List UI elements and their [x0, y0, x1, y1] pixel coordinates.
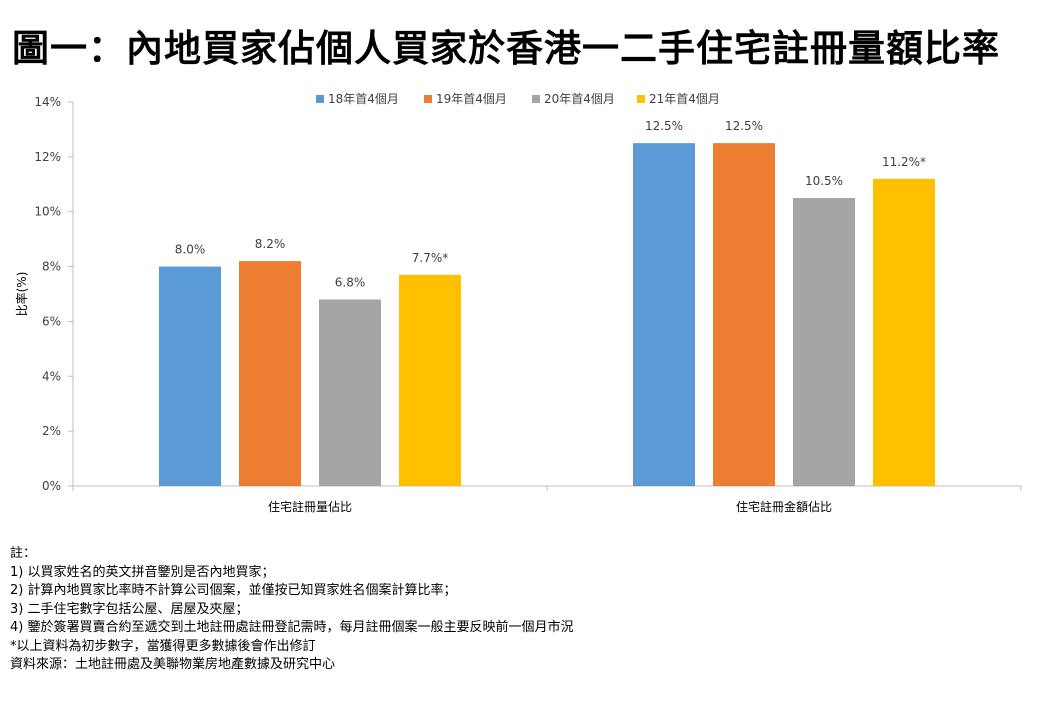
y-tick-label: 10% — [34, 205, 61, 219]
data-label: 11.2%* — [882, 155, 926, 169]
bar — [633, 143, 695, 486]
note-preliminary: *以上資料為初步數字，當獲得更多數據後會作出修訂 — [10, 638, 316, 654]
y-tick-label: 0% — [42, 479, 61, 493]
data-label: 12.5% — [645, 119, 683, 133]
y-tick-label: 6% — [42, 314, 61, 328]
y-tick-label: 8% — [42, 260, 61, 274]
bar — [873, 178, 935, 487]
bar-chart: 18年首4個月 19年首4個月 20年首4個月 21年首4個月 比率(%) 0% 2% 4… — [14, 92, 1022, 514]
bar-series: 8.0% 8.2% 6.8% 7.7%* 12.5% 12.5% 10.5% 11.2%* — [159, 119, 935, 487]
y-tick-label: 12% — [34, 150, 61, 164]
note-line-3: 3) 二手住宅數字包括公屋、居屋及夾屋； — [10, 601, 249, 617]
data-label: 7.7%* — [412, 251, 449, 265]
legend-swatch — [424, 95, 432, 103]
legend-label: 19年首4個月 — [436, 92, 507, 106]
legend-label: 21年首4個月 — [649, 92, 720, 106]
notes-section: 註： 1) 以買家姓名的英文拼音鑒別是否內地買家； 2) 計算內地買家比率時不計… — [10, 545, 573, 675]
bar — [793, 198, 855, 486]
x-category-label: 住宅註冊量佔比 — [268, 499, 352, 514]
data-label: 8.2% — [255, 237, 286, 251]
notes-heading: 註： — [10, 546, 37, 561]
note-line-2: 2) 計算內地買家比率時不計算公司個案，並僅按已知買家姓名個案計算比率； — [10, 583, 457, 598]
legend-label: 18年首4個月 — [328, 92, 399, 106]
x-category-label: 住宅註冊金額佔比 — [736, 499, 832, 514]
bar — [159, 266, 221, 486]
y-axis: 0% 2% 4% 6% 8% 10% 12% 14% — [34, 95, 74, 493]
y-tick-label: 4% — [42, 369, 61, 383]
note-line-1: 1) 以買家姓名的英文拼音鑒別是否內地買家； — [10, 564, 275, 580]
page-title: 圖一：內地買家佔個人買家於香港一二手住宅註冊量額比率 — [12, 27, 1000, 70]
y-tick-label: 2% — [42, 424, 61, 438]
chart-legend: 18年首4個月 19年首4個月 20年首4個月 21年首4個月 — [316, 92, 720, 106]
y-axis-label: 比率(%) — [14, 272, 29, 317]
data-label: 6.8% — [335, 275, 366, 289]
note-line-4: 4) 鑒於簽署買賣合約至遞交到土地註冊處註冊登記需時，每月註冊個案一般主要反映前… — [10, 620, 574, 635]
data-label: 12.5% — [725, 119, 763, 133]
legend-swatch — [316, 95, 324, 103]
note-source: 資料來源：土地註冊處及美聯物業房地產數據及研究中心 — [10, 657, 336, 672]
bar — [399, 274, 461, 486]
y-tick-label: 14% — [34, 95, 61, 109]
legend-swatch — [637, 95, 645, 103]
x-axis: 住宅註冊量佔比 住宅註冊金額佔比 — [72, 485, 1022, 514]
data-label: 10.5% — [805, 174, 843, 188]
legend-swatch — [532, 95, 540, 103]
bar — [319, 299, 381, 486]
bar — [713, 143, 775, 486]
legend-label: 20年首4個月 — [544, 92, 615, 106]
bar — [239, 261, 301, 486]
data-label: 8.0% — [175, 243, 206, 257]
